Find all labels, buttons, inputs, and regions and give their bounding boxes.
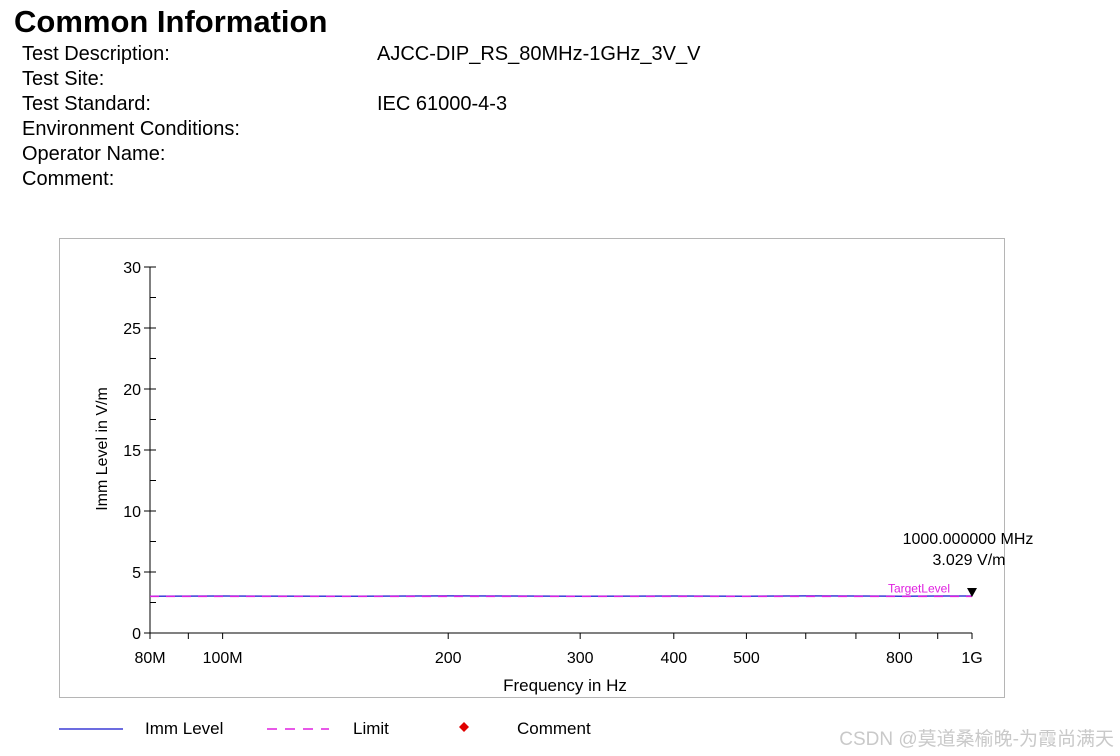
x-tick-label: 80M — [134, 650, 165, 667]
x-tick-label: 800 — [886, 650, 913, 667]
page-title: Common Information — [14, 4, 328, 39]
x-tick-label: 100M — [203, 650, 243, 667]
y-tick-label: 30 — [123, 260, 141, 277]
chart-legend: Imm Level Limit Comment — [59, 716, 759, 744]
info-label: Operator Name: — [22, 143, 166, 165]
info-label: Test Site: — [22, 68, 105, 90]
legend-label: Comment — [517, 719, 591, 738]
diamond-icon — [459, 722, 469, 732]
y-tick-label: 10 — [123, 504, 141, 521]
chart-frame — [59, 238, 1005, 698]
chart-series — [149, 595, 972, 598]
info-label: Test Description: — [22, 43, 170, 65]
info-label: Environment Conditions: — [22, 118, 240, 140]
y-tick-label: 0 — [132, 626, 141, 643]
x-tick-label: 400 — [660, 650, 687, 667]
y-axis-label: Imm Level in V/m — [94, 387, 111, 511]
info-label: Test Standard: — [22, 93, 151, 115]
legend-swatch-solid — [59, 728, 123, 730]
target-level-label: TargetLevel — [888, 581, 950, 595]
y-tick-label: 25 — [123, 321, 141, 338]
watermark: CSDN @莫道桑榆晚-为霞尚满天 — [839, 729, 1114, 750]
y-tick-label: 5 — [132, 565, 141, 582]
chart-axes: 0 5 10 15 20 25 30 80M 100M 200 300 400 500 800 1G — [123, 260, 982, 667]
legend-label: Limit — [353, 719, 389, 738]
x-tick-label: 1G — [961, 650, 982, 667]
info-value: AJCC-DIP_RS_80MHz-1GHz_3V_V — [377, 43, 701, 65]
chart-annotations: TargetLevel 1000.000000 MHz 3.029 V/m — [888, 531, 1034, 598]
x-tick-label: 500 — [733, 650, 760, 667]
x-tick-label: 300 — [567, 650, 594, 667]
y-tick-label: 15 — [123, 443, 141, 460]
marker-level-label: 3.029 V/m — [933, 552, 1006, 569]
x-tick-label: 200 — [435, 650, 462, 667]
legend-swatch-dashed — [267, 728, 329, 730]
y-tick-label: 20 — [123, 382, 141, 399]
info-label: Comment: — [22, 168, 115, 190]
immunity-chart: 0 5 10 15 20 25 30 80M 100M 200 300 400 500 800 1G Tar… — [94, 260, 1034, 695]
marker-triangle-icon — [967, 588, 977, 598]
legend-label: Imm Level — [145, 719, 224, 738]
marker-frequency-label: 1000.000000 MHz — [903, 531, 1034, 548]
x-axis-label: Frequency in Hz — [503, 676, 627, 695]
info-value: IEC 61000-4-3 — [377, 93, 508, 115]
